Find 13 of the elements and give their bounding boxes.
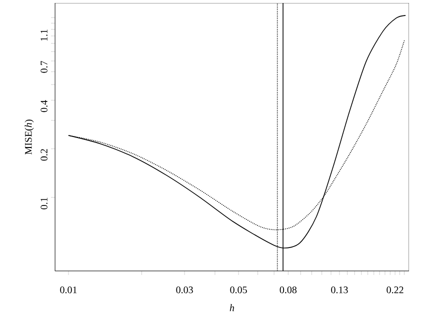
x-tick-label: 0.22 [386,286,404,294]
y-axis-title: MISE(h) [24,120,34,154]
y-tick-label: 0.2 [40,149,48,161]
x-axis-title: h [230,304,234,312]
x-tick-label: 0.01 [60,286,77,294]
y-tick-label: 1.1 [40,30,48,41]
x-tick-label: 0.08 [280,286,297,294]
x-tick-label: 0.03 [176,286,193,294]
y-tick-label: 0.7 [40,60,48,73]
x-tick-label: 0.05 [230,286,247,294]
x-tick-label: 0.13 [331,286,348,294]
y-tick-label: 0.1 [40,198,48,210]
y-tick-label: 0.4 [40,100,48,112]
